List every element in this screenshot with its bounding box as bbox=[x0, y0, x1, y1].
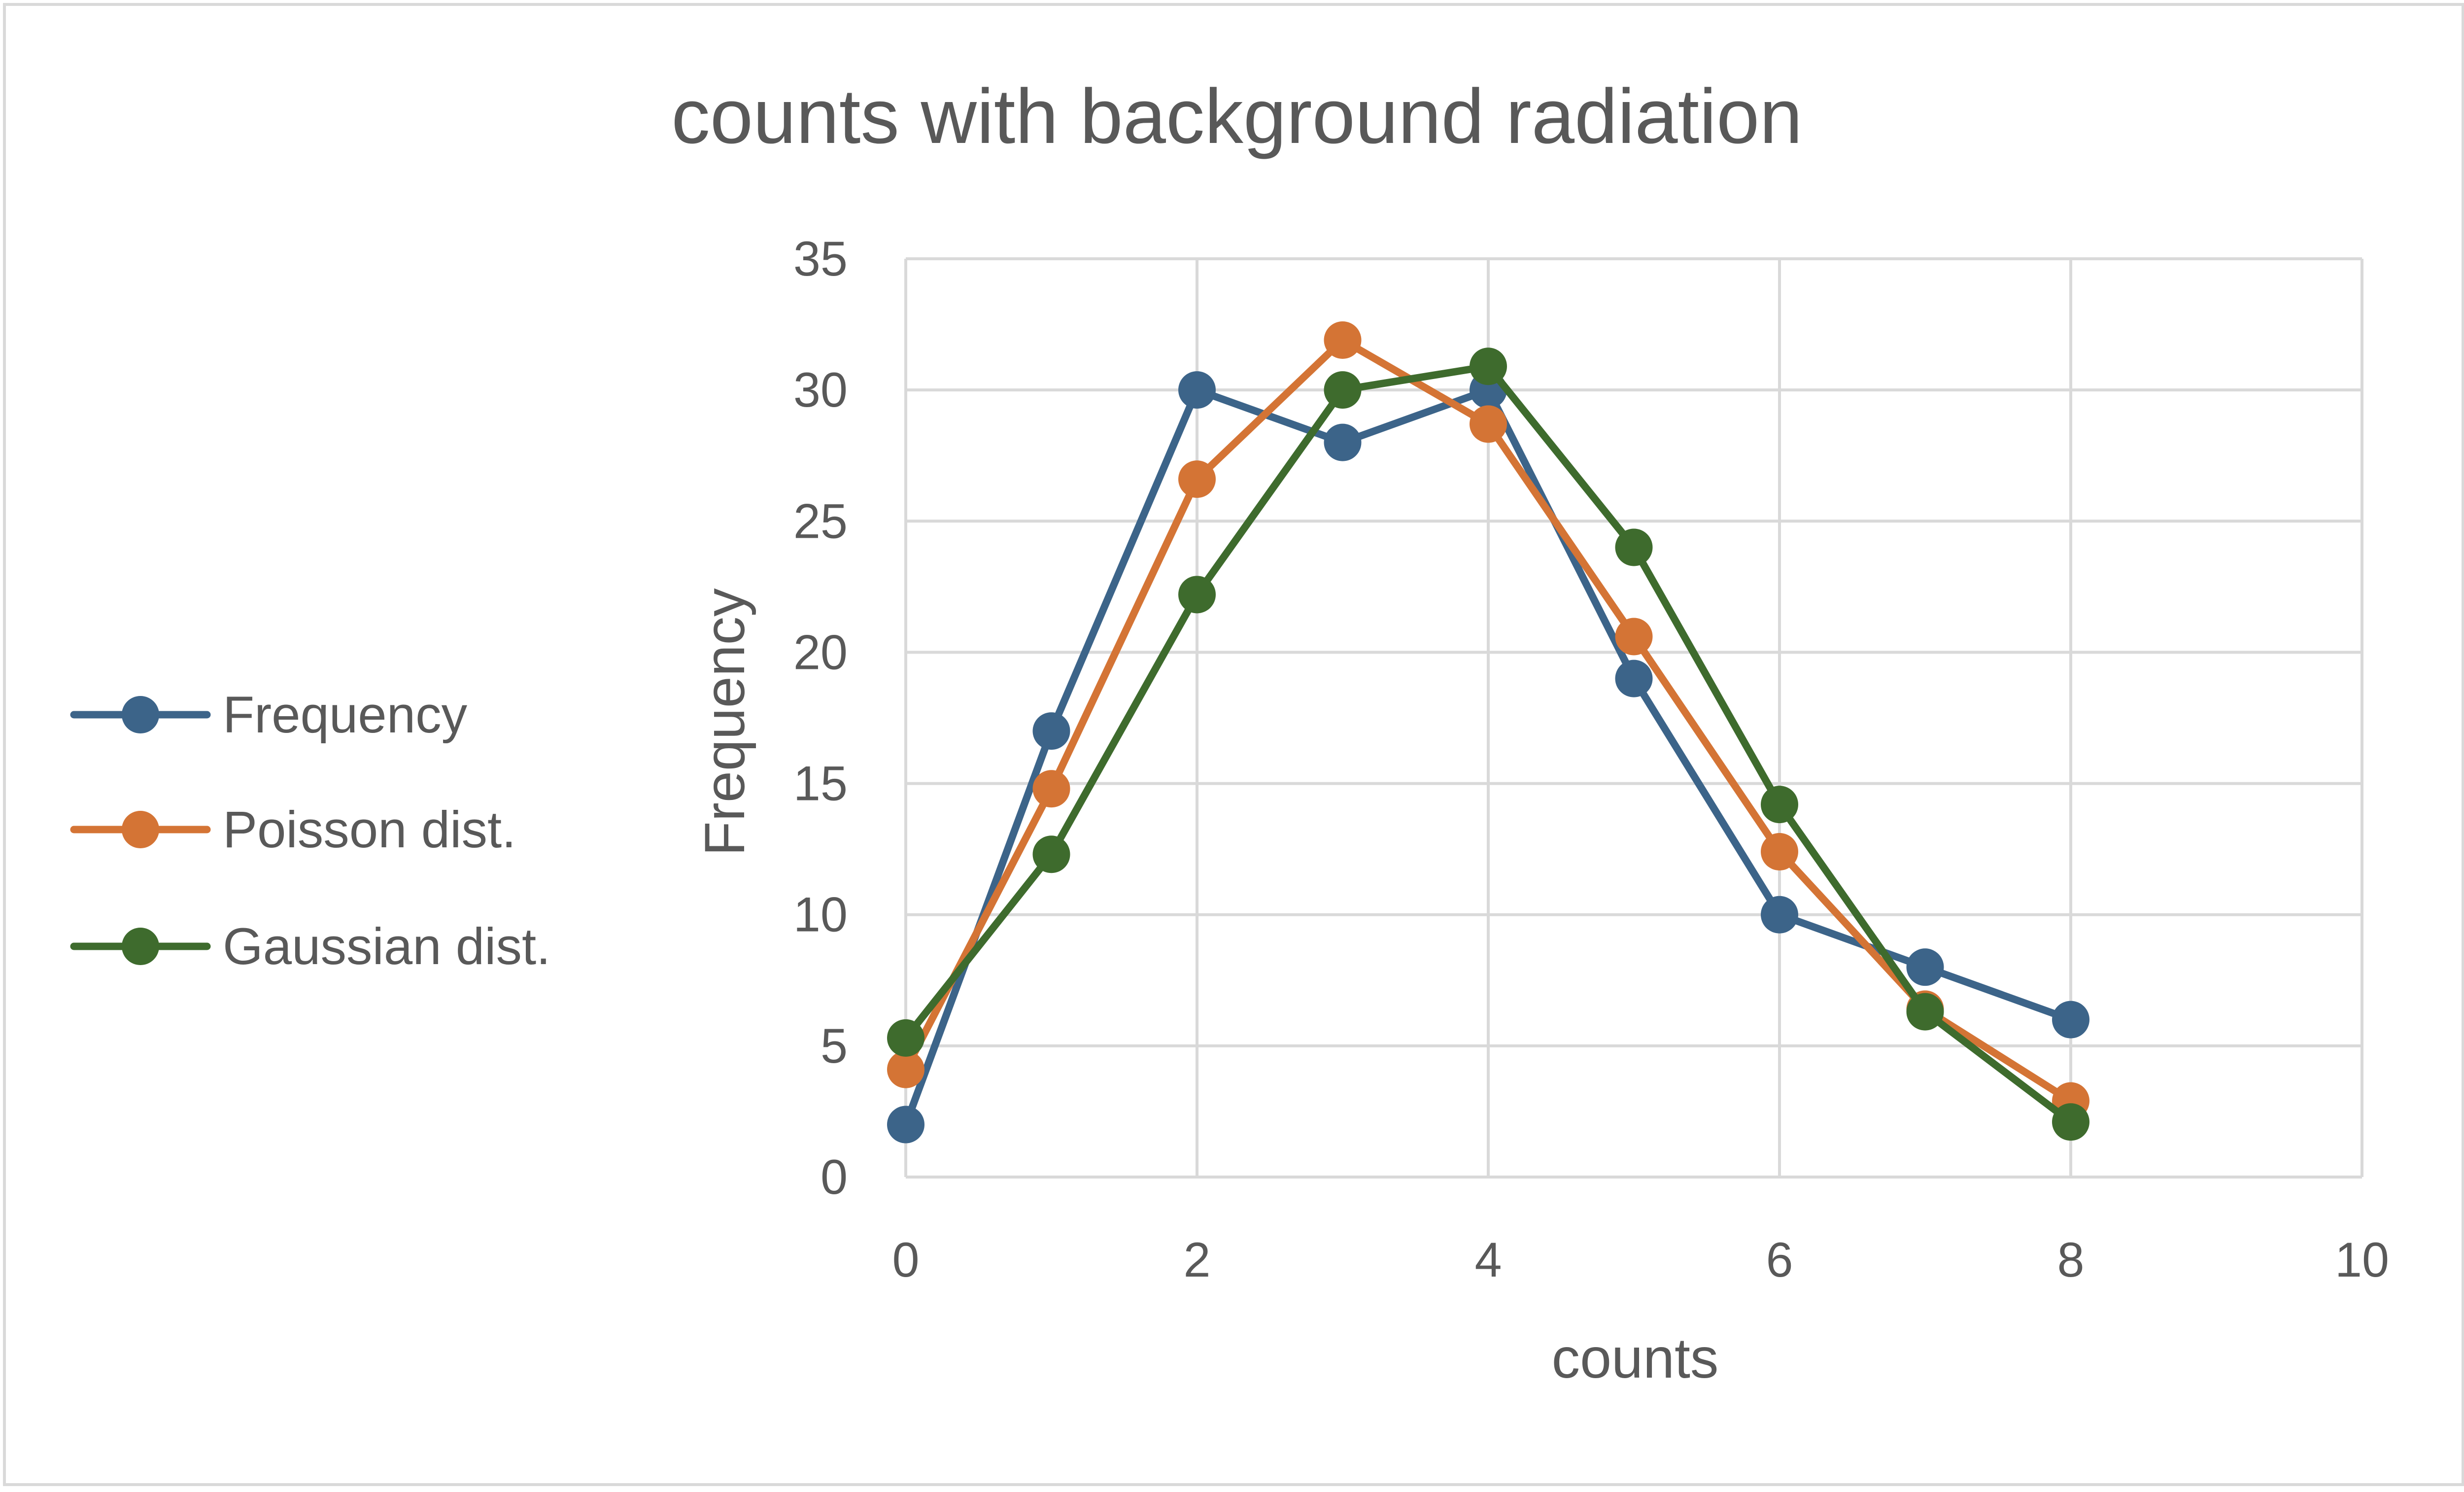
legend-label: Frequency bbox=[223, 686, 468, 744]
data-point bbox=[1470, 405, 1507, 443]
data-point bbox=[1178, 460, 1216, 498]
data-point bbox=[1615, 659, 1653, 697]
data-point bbox=[1615, 528, 1653, 566]
x-axis-ticks: 0 2 4 6 8 10 bbox=[892, 1232, 2389, 1287]
legend-swatch-marker bbox=[122, 928, 159, 965]
series-layer bbox=[887, 321, 2089, 1144]
x-tick-label: 8 bbox=[2057, 1232, 2084, 1287]
x-axis-label: counts bbox=[1552, 1327, 1719, 1390]
data-point bbox=[1761, 896, 1798, 934]
data-point bbox=[1032, 770, 1070, 808]
data-point bbox=[1032, 835, 1070, 873]
data-point bbox=[1761, 786, 1798, 824]
legend-item: Poisson dist. bbox=[70, 801, 516, 859]
data-point bbox=[1324, 371, 1362, 409]
x-tick-label: 10 bbox=[2335, 1232, 2389, 1287]
y-tick-label: 15 bbox=[793, 756, 848, 811]
y-tick-label: 20 bbox=[793, 625, 848, 679]
y-tick-label: 25 bbox=[793, 493, 848, 548]
legend-label: Poisson dist. bbox=[223, 801, 516, 859]
data-point bbox=[1761, 833, 1798, 870]
legend-item: Gaussian dist. bbox=[70, 918, 550, 975]
x-tick-label: 4 bbox=[1474, 1232, 1502, 1287]
data-point bbox=[887, 1106, 924, 1144]
data-point bbox=[1324, 423, 1362, 461]
data-point bbox=[1178, 576, 1216, 614]
data-point bbox=[1324, 321, 1362, 359]
legend-swatch-marker bbox=[122, 811, 159, 848]
x-tick-label: 0 bbox=[892, 1232, 919, 1287]
data-point bbox=[1470, 347, 1507, 385]
legend-item: Frequency bbox=[70, 686, 468, 744]
y-tick-label: 30 bbox=[793, 362, 848, 417]
data-point bbox=[887, 1050, 924, 1088]
x-tick-label: 6 bbox=[1766, 1232, 1793, 1287]
x-tick-label: 2 bbox=[1183, 1232, 1210, 1287]
chart-title: counts with background radiation bbox=[671, 73, 1802, 160]
data-point bbox=[1032, 712, 1070, 750]
y-tick-label: 10 bbox=[793, 887, 848, 942]
y-axis-ticks: 0 5 10 15 20 25 30 35 bbox=[793, 231, 848, 1204]
y-axis-label: Frequency bbox=[693, 588, 756, 856]
legend-swatch-marker bbox=[122, 696, 159, 733]
data-point bbox=[2052, 1001, 2089, 1039]
y-tick-label: 5 bbox=[821, 1018, 848, 1073]
data-point bbox=[2052, 1103, 2089, 1141]
legend-label: Gaussian dist. bbox=[223, 918, 550, 975]
data-point bbox=[1906, 993, 1944, 1031]
chart-frame bbox=[3, 3, 2464, 1486]
series-poisson-dist bbox=[887, 321, 2089, 1120]
series-frequency bbox=[887, 371, 2089, 1144]
data-point bbox=[1178, 371, 1216, 409]
y-tick-label: 35 bbox=[793, 231, 848, 286]
series-gaussian-dist bbox=[887, 347, 2089, 1141]
data-point bbox=[1906, 948, 1944, 986]
y-tick-label: 0 bbox=[821, 1149, 848, 1204]
data-point bbox=[887, 1019, 924, 1057]
data-point bbox=[1615, 618, 1653, 656]
legend: Frequency Poisson dist. Gaussian dist. bbox=[70, 686, 550, 975]
